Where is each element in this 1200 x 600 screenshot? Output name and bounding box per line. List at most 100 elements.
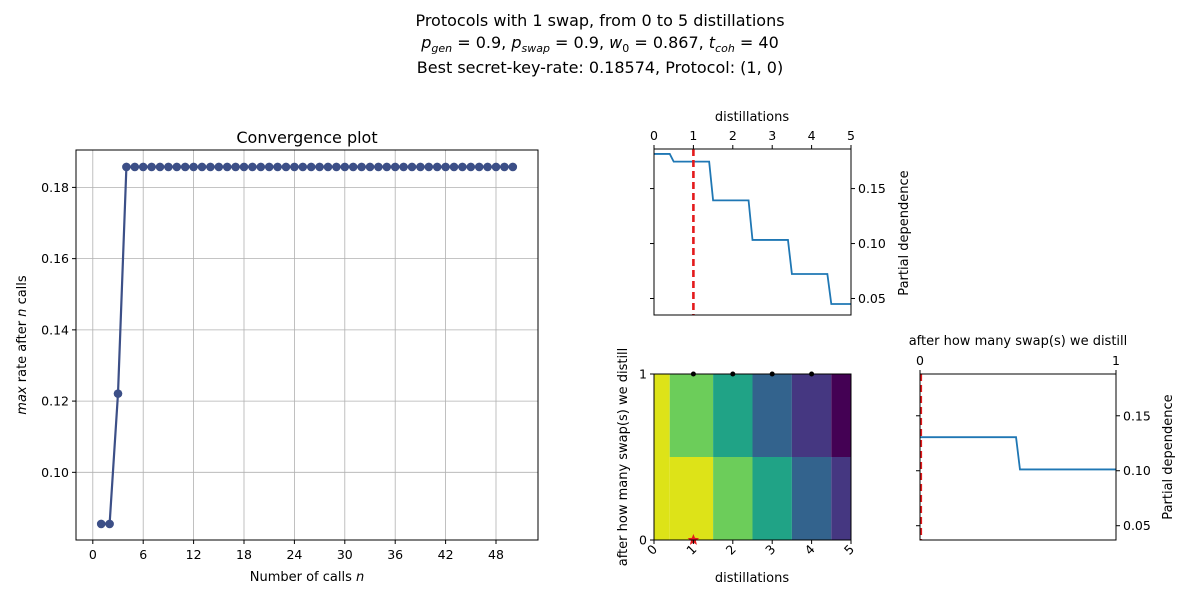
x-tick-label: 0 [916,353,924,368]
convergence-x-label: Number of calls n [250,570,365,585]
convergence-point [441,162,450,172]
convergence-x-ticks: 0 6 12 18 24 30 36 42 48 [89,540,504,562]
x-tick-label: 18 [236,547,252,562]
partial-dependence-distillations: distillations 0 1 2 3 4 5 0.05 0.10 0.15 Partia… [650,110,912,316]
x-tick-label: 4 [801,541,817,557]
figure-title-line2: pgen = 0.9, pswap = 0.9, w0 = 0.867, tco… [420,33,779,55]
y-tick-label: 0.10 [41,465,69,480]
convergence-line [101,165,513,526]
pd2-title: after how many swap(s) we distill [909,334,1128,349]
heatmap-y-ticks: 01 [639,367,654,548]
convergence-point [332,162,341,172]
convergence-point [432,162,442,172]
y-tick-label: 0.05 [1123,518,1151,533]
y-tick-label: 0.14 [41,322,69,337]
convergence-point [374,162,383,172]
pd1-y-label: Partial dependence [897,170,912,295]
convergence-point [222,162,232,172]
convergence-point [281,162,291,172]
x-tick-label: 36 [387,547,403,562]
x-tick-label: 42 [438,547,454,562]
convergence-point [348,162,358,172]
convergence-point [189,162,198,172]
pd1-series [654,149,851,315]
x-tick-label: 12 [186,547,202,562]
pd1-line [654,153,851,305]
convergence-point [416,162,425,172]
convergence-point [138,162,148,172]
x-tick-label: 48 [488,547,504,562]
y-tick-label: 1 [639,367,647,382]
x-tick-label: 2 [723,542,739,558]
heatmap-x-label: distillations [715,571,789,586]
heatmap-cells [654,374,851,540]
convergence-point [298,162,308,172]
convergence-point [256,162,266,172]
convergence-point [180,162,190,172]
x-tick-label: 24 [286,547,302,562]
convergence-point [500,162,509,172]
figure-title-line3: Best secret-key-rate: 0.18574, Protocol:… [417,58,783,77]
pd2-series [919,374,1116,540]
convergence-point [264,162,274,172]
convergence-plot-title: Convergence plot [236,128,377,147]
convergence-point [365,162,375,172]
convergence-plot: Convergence plot 0 6 12 18 24 30 36 42 48 0.10 0.… [15,128,539,585]
convergence-point [306,162,316,172]
convergence-point [172,162,182,172]
x-tick-label: 2 [729,128,737,143]
heatmap-cell [713,457,753,540]
pd2-axes-frame [919,373,1117,541]
x-tick-label: 1 [689,128,697,143]
pd2-y-ticks: 0.05 0.10 0.15 [916,408,1151,533]
convergence-point [340,162,350,172]
heatmap-cell [791,374,832,457]
x-tick-label: 0 [650,128,658,143]
y-tick-label: 0.18 [41,180,69,195]
convergence-point [147,162,156,172]
convergence-point [164,162,173,172]
convergence-point [399,162,408,172]
heatmap-cell [831,374,851,457]
y-tick-label: 0.05 [858,291,886,306]
convergence-point [273,162,282,172]
convergence-point [357,162,366,172]
x-tick-label: 0 [89,547,97,562]
y-tick-label: 0 [639,533,647,548]
convergence-y-label: max rate after n calls [15,275,30,415]
heatmap-cell [713,374,753,457]
convergence-grid [76,150,538,540]
convergence-point [231,162,240,172]
convergence-point [466,162,476,172]
pd2-line [920,436,1116,471]
figure-title-line1: Protocols with 1 swap, from 0 to 5 disti… [415,11,784,30]
convergence-point [113,389,123,398]
convergence-point [449,162,459,172]
convergence-point [214,162,224,172]
convergence-point [315,162,324,172]
convergence-point [122,162,131,172]
heatmap-cell [752,457,792,540]
pd1-x-ticks: 0 1 2 3 4 5 [650,128,855,149]
convergence-point [130,162,140,172]
x-tick-label: 1 [1112,353,1120,368]
convergence-point [96,519,106,529]
x-tick-label: 1 [683,542,699,558]
convergence-point [424,162,434,172]
convergence-axes-frame [75,149,539,541]
convergence-point [197,162,207,172]
x-tick-label: 30 [337,547,353,562]
heatmap-cell [831,457,851,540]
heatmap-best-point-star [687,534,700,545]
convergence-point [390,162,400,172]
convergence-point [105,519,114,529]
x-tick-label: 6 [139,547,147,562]
convergence-point [474,162,484,172]
y-tick-label: 0.12 [41,394,69,409]
convergence-y-ticks: 0.10 0.12 0.14 0.16 0.18 [41,180,76,480]
x-tick-label: 5 [841,542,857,558]
heatmap-axes-frame [653,373,852,541]
